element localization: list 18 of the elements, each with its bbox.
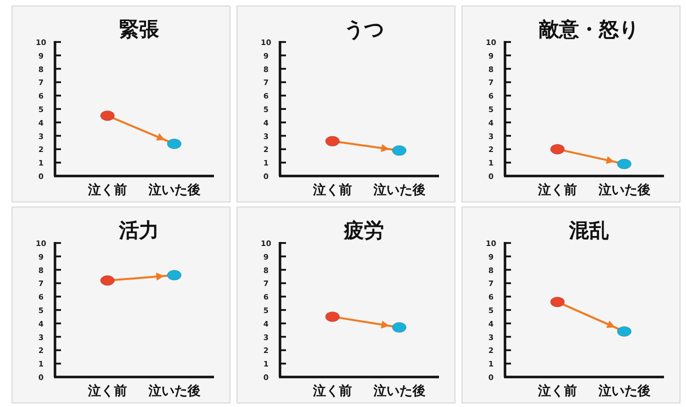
x-tick-label: 泣いた後 — [372, 182, 426, 198]
x-tick-label: 泣いた後 — [372, 383, 426, 399]
x-tick-label: 泣いた後 — [597, 383, 650, 399]
chart-title: 敵意・怒り — [538, 17, 639, 41]
x-tick-label: 泣く前 — [536, 182, 577, 198]
chart-title: うつ — [344, 17, 384, 41]
x-tick-label: 泣いた後 — [597, 182, 650, 198]
x-tick-label: 泣く前 — [536, 383, 577, 399]
x-tick-label: 泣く前 — [312, 182, 352, 198]
x-tick-label: 泣いた後 — [147, 383, 200, 399]
x-tick-label: 泣く前 — [86, 182, 127, 198]
x-tick-label: 泣く前 — [312, 383, 352, 399]
chart-title: 疲労 — [343, 218, 384, 242]
chart-title: 活力 — [118, 218, 159, 242]
chart-title: 混乱 — [568, 218, 609, 242]
chart-title: 緊張 — [119, 17, 160, 41]
x-tick-label: 泣く前 — [86, 383, 127, 399]
x-tick-label: 泣いた後 — [147, 182, 200, 198]
